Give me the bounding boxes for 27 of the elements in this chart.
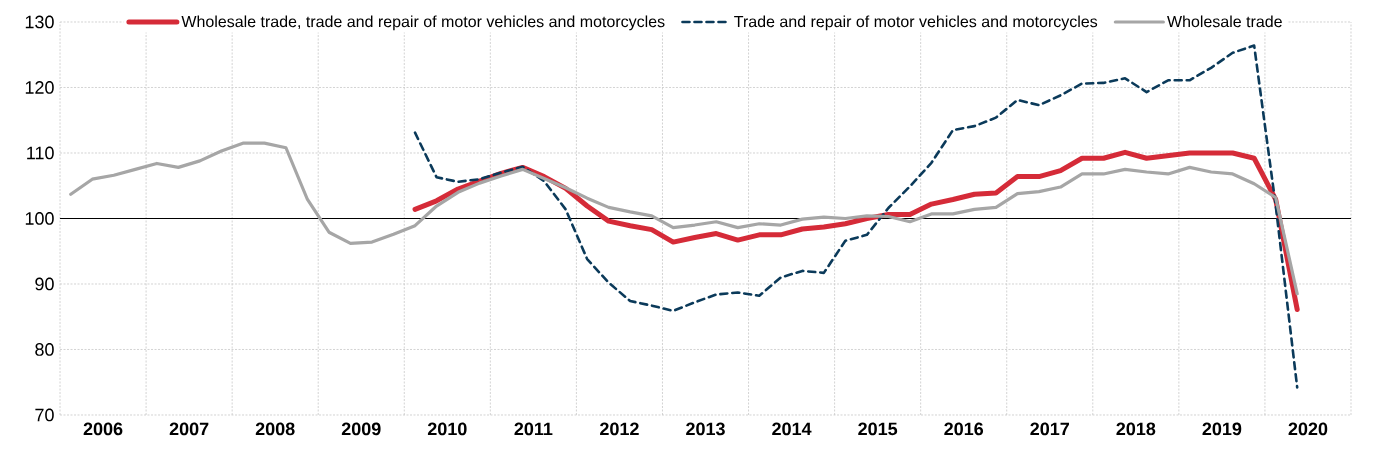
x-tick-label: 2007 bbox=[169, 422, 209, 436]
line-series bbox=[69, 141, 1299, 296]
x-tick-label: 2009 bbox=[341, 422, 381, 436]
x-tick-label: 2013 bbox=[686, 422, 725, 436]
legend-label: Wholesale trade bbox=[1167, 15, 1282, 28]
x-tick-label: 2012 bbox=[600, 422, 639, 436]
line-series bbox=[413, 44, 1299, 389]
y-tick-label: 110 bbox=[27, 146, 54, 160]
x-tick-label: 2011 bbox=[514, 422, 553, 436]
x-tick-label: 2018 bbox=[1116, 422, 1156, 436]
legend-label: Trade and repair of motor vehicles and motorcycles bbox=[734, 15, 1098, 31]
x-tick-label: 2010 bbox=[427, 422, 467, 436]
x-tick-label: 2019 bbox=[1202, 422, 1242, 436]
x-tick-label: 2014 bbox=[772, 422, 812, 436]
y-tick-label: 70 bbox=[35, 408, 54, 422]
y-tick-label: 120 bbox=[25, 81, 54, 94]
x-tick-label: 2015 bbox=[858, 422, 898, 436]
y-tick-label: 130 bbox=[25, 15, 54, 29]
x-tick-label: 2017 bbox=[1030, 422, 1069, 436]
y-tick-label: 80 bbox=[35, 343, 54, 356]
x-tick-label: 2016 bbox=[944, 422, 984, 436]
y-tick-label: 100 bbox=[25, 212, 54, 225]
x-tick-label: 2020 bbox=[1288, 422, 1328, 436]
y-tick-label: 90 bbox=[35, 277, 54, 291]
x-tick-label: 2006 bbox=[83, 422, 123, 436]
x-tick-label: 2008 bbox=[255, 422, 295, 436]
legend-label: Wholesale trade, trade and repair of motor vehicles and motorcycles bbox=[181, 15, 665, 31]
